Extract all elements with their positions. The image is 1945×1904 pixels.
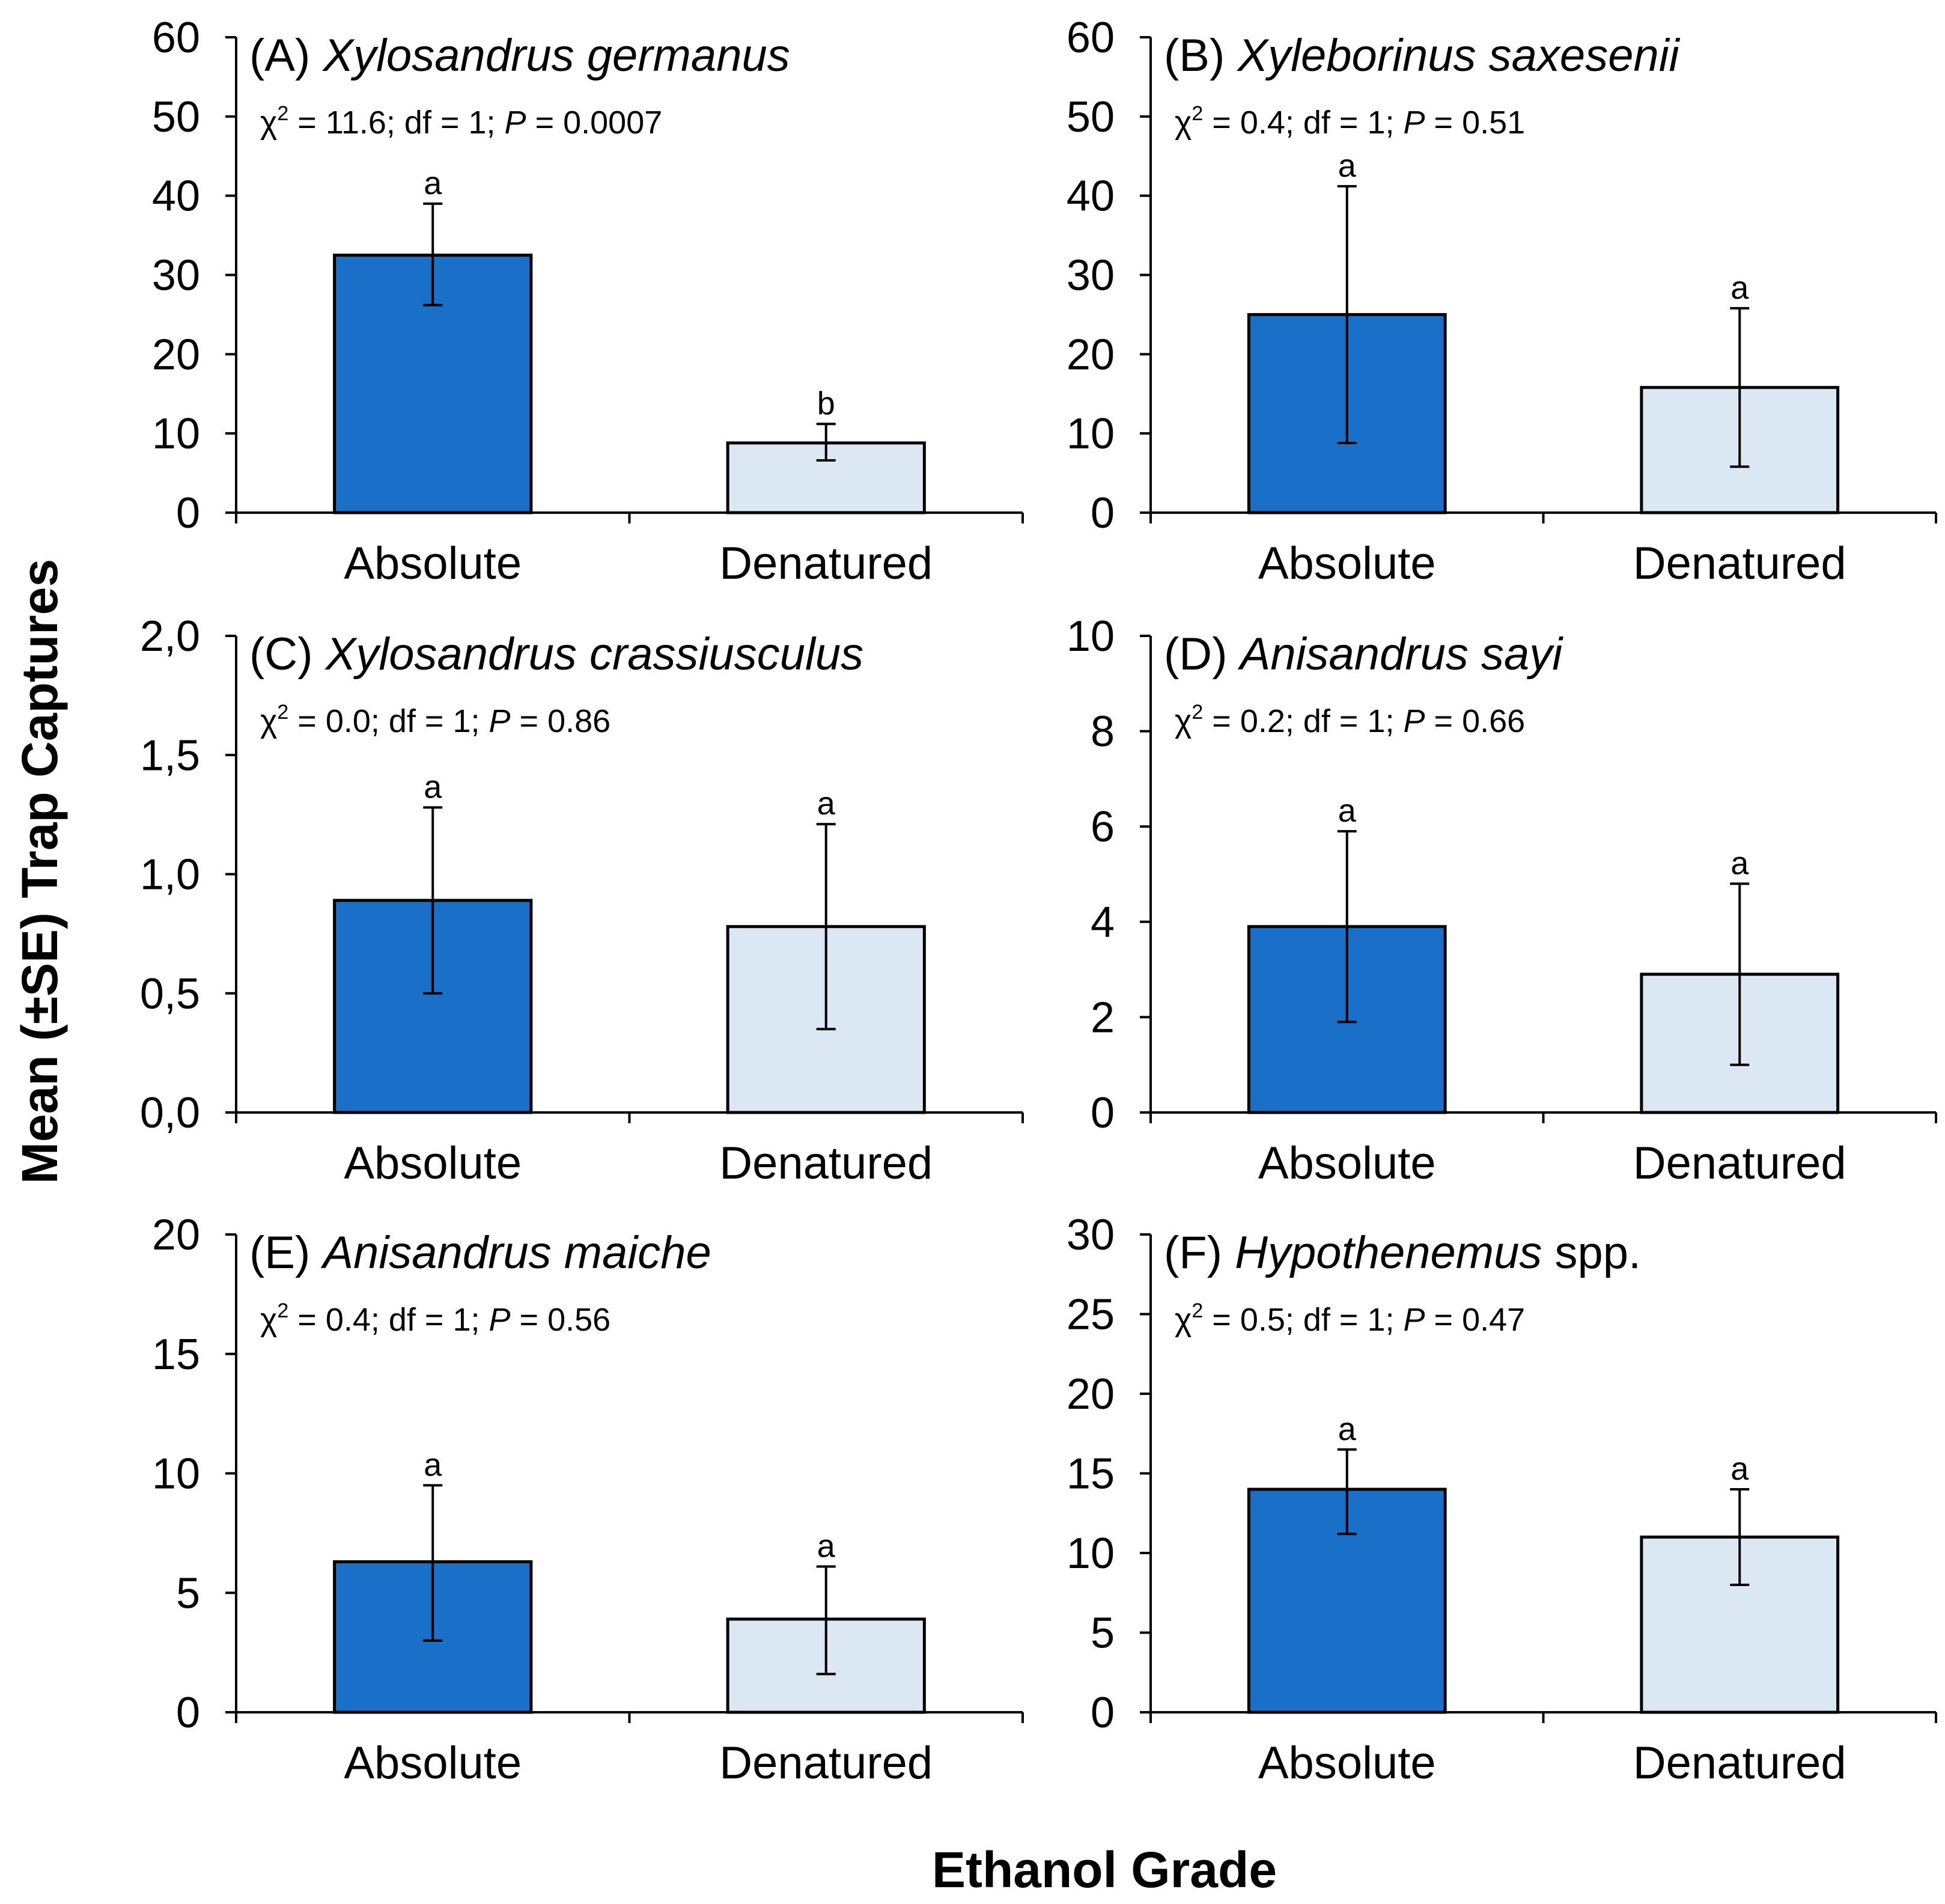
category-label: Denatured: [719, 1738, 933, 1789]
panel-title: (E) Anisandrus maiche: [249, 1227, 711, 1278]
category-label: Denatured: [719, 538, 933, 589]
panel-title: (F) Hypothenemus spp.: [1164, 1227, 1641, 1278]
panel-title: (A) Xylosandrus germanus: [249, 30, 790, 81]
y-tick-label: 0,5: [140, 970, 200, 1018]
significance-letter: a: [1730, 1451, 1749, 1487]
significance-letter: a: [1338, 1411, 1357, 1447]
category-label: Absolute: [344, 1138, 522, 1189]
y-tick-label: 2,0: [140, 612, 200, 661]
y-tick-label: 10: [1067, 1530, 1115, 1578]
y-tick-label: 20: [1067, 1370, 1115, 1418]
error-bar-absolute: [423, 806, 443, 995]
error-bar-denatured: [816, 1565, 836, 1676]
error-bar-absolute: [1337, 185, 1357, 444]
panel-4: 0 2 4 6 8 10 a Absolute a Denatured (D) Anisandrus…: [1067, 612, 1937, 1189]
significance-letter: b: [817, 385, 835, 421]
y-tick-label: 10: [1067, 612, 1115, 661]
panel-6: 0 5 10 15 20 25 30 a Absolute a Denatured (F) Hypot…: [1067, 1211, 1937, 1789]
significance-letter: a: [817, 786, 836, 822]
y-tick-label: 25: [1067, 1291, 1115, 1339]
error-bar-absolute: [423, 1484, 443, 1642]
panel-title: (D) Anisandrus sayi: [1164, 629, 1563, 680]
significance-letter: a: [1730, 270, 1749, 306]
category-label: Absolute: [1258, 538, 1436, 589]
y-tick-label: 30: [152, 252, 200, 300]
error-bar-denatured: [1730, 882, 1750, 1066]
stats-text: χ2 = 11.6; df = 1; P = 0.0007: [260, 102, 662, 141]
significance-letter: a: [424, 165, 442, 201]
stats-text: χ2 = 0.5; df = 1; P = 0.47: [1175, 1299, 1525, 1338]
y-tick-label: 1,0: [140, 851, 200, 899]
panel-title: (C) Xylosandrus crassiusculus: [249, 629, 863, 680]
y-tick-label: 8: [1091, 708, 1115, 756]
significance-letter: a: [1730, 845, 1749, 881]
y-tick-label: 60: [152, 14, 200, 62]
y-tick-label: 10: [152, 1450, 200, 1498]
y-tick-label: 0: [1091, 1689, 1115, 1737]
y-tick-label: 15: [152, 1331, 200, 1379]
y-tick-label: 20: [152, 1211, 200, 1259]
y-tick-label: 5: [176, 1569, 200, 1617]
y-tick-label: 10: [1067, 410, 1115, 458]
y-tick-label: 4: [1091, 899, 1115, 947]
y-tick-label: 0: [176, 1689, 200, 1737]
y-tick-label: 5: [1091, 1610, 1115, 1658]
error-bar-denatured: [1730, 1488, 1750, 1586]
error-bar-denatured: [816, 823, 836, 1031]
significance-letter: a: [424, 1447, 442, 1483]
panel-1: 0 10 20 30 40 50 60 a Absolute b Denatured (A) Xylo…: [152, 14, 1024, 589]
y-tick-label: 0: [176, 489, 200, 537]
category-label: Denatured: [1633, 1138, 1846, 1189]
error-bar-absolute: [423, 202, 443, 307]
error-bar-absolute: [1337, 1448, 1357, 1536]
category-label: Absolute: [344, 538, 522, 589]
y-tick-label: 0: [1091, 1089, 1115, 1137]
stats-text: χ2 = 0.0; df = 1; P = 0.86: [260, 701, 610, 739]
y-tick-label: 30: [1067, 252, 1115, 300]
error-bar-absolute: [1337, 830, 1357, 1024]
x-axis-title: Ethanol Grade: [932, 1841, 1277, 1898]
stats-text: χ2 = 0.4; df = 1; P = 0.56: [260, 1299, 610, 1338]
y-tick-label: 60: [1067, 14, 1115, 62]
stats-text: χ2 = 0.4; df = 1; P = 0.51: [1175, 102, 1525, 141]
panel-title: (B) Xyleborinus saxesenii: [1164, 30, 1681, 81]
stats-text: χ2 = 0.2; df = 1; P = 0.66: [1175, 701, 1525, 739]
y-tick-label: 10: [152, 410, 200, 458]
significance-letter: a: [424, 769, 442, 805]
panel-5: 0 5 10 15 20 a Absolute a Denatured (E) Anisandru…: [152, 1211, 1024, 1789]
y-tick-label: 40: [1067, 172, 1115, 221]
category-label: Absolute: [1258, 1738, 1436, 1789]
y-axis-title: Mean (±SE) Trap Captures: [11, 559, 68, 1184]
category-label: Denatured: [719, 1138, 933, 1189]
y-tick-label: 50: [152, 93, 200, 141]
y-tick-label: 50: [1067, 93, 1115, 141]
category-label: Absolute: [1258, 1138, 1436, 1189]
y-tick-label: 0,0: [140, 1089, 200, 1137]
y-tick-label: 15: [1067, 1450, 1115, 1498]
y-tick-label: 20: [1067, 331, 1115, 379]
y-tick-label: 1,5: [140, 731, 200, 780]
error-bar-denatured: [816, 423, 836, 462]
error-bar-denatured: [1730, 307, 1750, 468]
y-tick-label: 2: [1091, 993, 1115, 1042]
significance-letter: a: [817, 1528, 836, 1564]
category-label: Absolute: [344, 1738, 522, 1789]
y-tick-label: 30: [1067, 1211, 1115, 1259]
y-tick-label: 20: [152, 331, 200, 379]
significance-letter: a: [1338, 148, 1357, 184]
y-tick-label: 40: [152, 172, 200, 221]
significance-letter: a: [1338, 793, 1357, 829]
panel-2: 0 10 20 30 40 50 60 a Absolute a Denatured (B) Xyle…: [1067, 14, 1937, 589]
y-tick-label: 0: [1091, 489, 1115, 537]
panel-3: 0,0 0,5 1,0 1,5 2,0 a Absolute a Denatured (C) Xy…: [140, 612, 1024, 1189]
category-label: Denatured: [1633, 538, 1846, 589]
category-label: Denatured: [1633, 1738, 1846, 1789]
y-tick-label: 6: [1091, 803, 1115, 851]
